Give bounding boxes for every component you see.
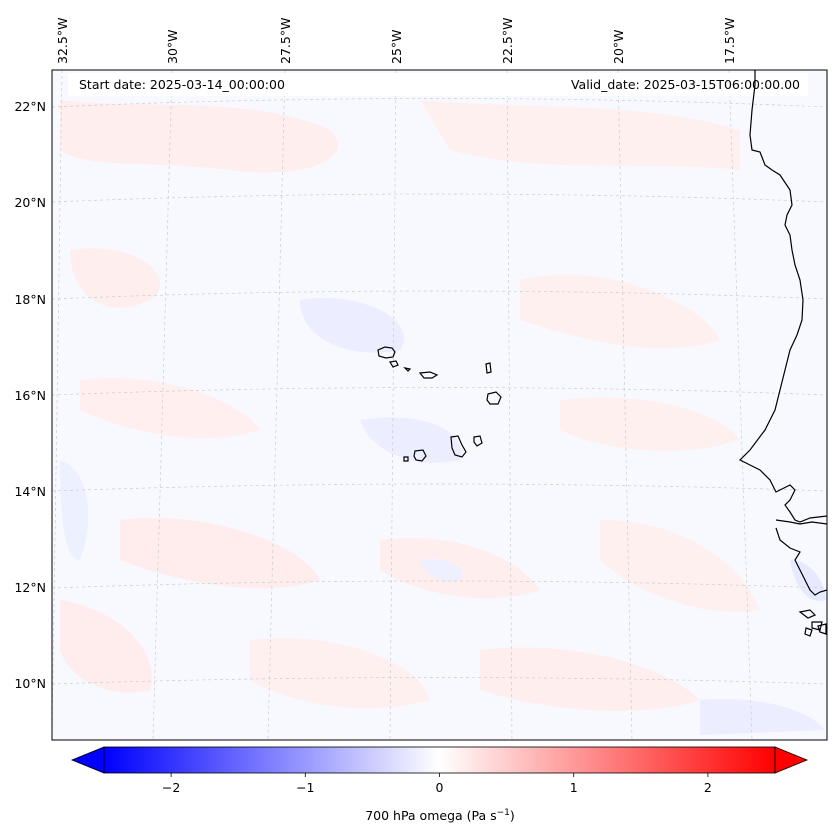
meridian-27-5w: [267, 69, 286, 741]
lon-label: 20°W: [611, 29, 626, 64]
colorbar-label-end: ): [509, 808, 515, 824]
lat-labels: 22°N 20°N 18°N 16°N 14°N 12°N 10°N: [14, 99, 46, 691]
colorbar: −2 −1 0 1 2: [70, 746, 809, 795]
cap-verde-fogo: [413, 449, 427, 462]
cap-verde-santiago: [450, 435, 467, 458]
colorbar-tick-label: −1: [296, 780, 314, 795]
positive-patch: [480, 647, 700, 711]
positive-patch: [560, 397, 740, 451]
map-frame: [51, 69, 828, 741]
positive-patch: [60, 100, 338, 173]
positive-patch: [380, 538, 540, 599]
parallel-20n: [51, 193, 828, 203]
lon-labels: 32.5°W 30°W 27.5°W 25°W 22.5°W 20°W 17.5…: [55, 18, 737, 64]
africa-coast: [738, 70, 828, 523]
gambia-river: [775, 519, 828, 525]
positive-patch: [420, 100, 740, 170]
cap-verde-sal: [485, 362, 492, 374]
meridian-30w: [152, 69, 173, 741]
lat-label: 20°N: [14, 195, 46, 210]
colorbar-ticks: −2 −1 0 1 2: [162, 773, 712, 795]
negative-patch: [790, 560, 826, 601]
guinea-islands: [798, 609, 827, 637]
positive-patch: [120, 518, 320, 589]
meridian-22-5w: [506, 69, 513, 741]
guinea-bissau-coast: [775, 527, 828, 596]
meridian-17-5w: [728, 69, 753, 741]
negative-patch: [300, 298, 404, 353]
colorbar-label-text: 700 hPa omega (Pa s: [365, 808, 497, 824]
lat-label: 12°N: [14, 580, 46, 595]
lon-label: 30°W: [165, 29, 180, 64]
cap-verde-maio: [473, 435, 483, 447]
colorbar-tick-label: −2: [162, 780, 180, 795]
lon-label: 17.5°W: [722, 18, 737, 64]
parallel-12n: [51, 580, 828, 589]
lon-label: 25°W: [389, 29, 404, 64]
positive-patch: [600, 520, 760, 612]
parallel-18n: [51, 290, 828, 300]
lon-label: 22.5°W: [500, 18, 515, 64]
lat-label: 16°N: [14, 388, 46, 403]
positive-patch: [250, 638, 430, 709]
negative-patch: [60, 460, 89, 560]
valid-date: Valid_date: 2025-03-15T06:00:00.00: [570, 77, 800, 92]
lon-label: 27.5°W: [278, 18, 293, 64]
omega-field: [60, 100, 826, 735]
cap-verde-north-island-3: [403, 367, 412, 372]
colorbar-tick-label: 2: [704, 780, 712, 795]
start-date: Start date: 2025-03-14_00:00:00: [79, 77, 285, 92]
meridian-25w: [389, 69, 397, 741]
colorbar-high-extend: [774, 746, 809, 774]
lat-label: 22°N: [14, 99, 46, 114]
parallel-22n: [51, 98, 828, 108]
colorbar-label-sup: −1: [496, 808, 510, 818]
lat-label: 18°N: [14, 292, 46, 307]
negative-patch: [420, 559, 463, 582]
positive-patch: [80, 378, 260, 439]
cap-verde-north-island-1: [377, 346, 396, 359]
coastline: [377, 70, 828, 637]
positive-patch: [520, 274, 720, 349]
positive-patch: [60, 600, 152, 693]
meridian-32-5w: [51, 69, 63, 741]
negative-patch: [360, 417, 462, 463]
lat-label: 14°N: [14, 484, 46, 499]
cap-verde-boa-vista: [486, 391, 502, 405]
lon-label: 32.5°W: [55, 18, 70, 64]
parallel-10n: [51, 677, 828, 685]
cap-verde-brava: [403, 456, 409, 462]
parallel-16n: [51, 387, 828, 396]
info-strip: [68, 73, 808, 96]
positive-patch: [70, 248, 161, 308]
cap-verde-north-island-4: [418, 371, 439, 379]
meridian-20w: [617, 69, 633, 741]
graticule: [51, 69, 828, 741]
colorbar-tick-label: 0: [436, 780, 444, 795]
colorbar-label: 700 hPa omega (Pa s−1): [0, 808, 837, 823]
colorbar-tick-label: 1: [570, 780, 578, 795]
parallel-14n: [51, 483, 828, 492]
lat-label: 10°N: [14, 676, 46, 691]
colorbar-body: [103, 746, 776, 774]
cap-verde-north-island-2: [389, 360, 399, 368]
colorbar-low-extend: [70, 746, 105, 774]
negative-patch: [700, 699, 825, 735]
